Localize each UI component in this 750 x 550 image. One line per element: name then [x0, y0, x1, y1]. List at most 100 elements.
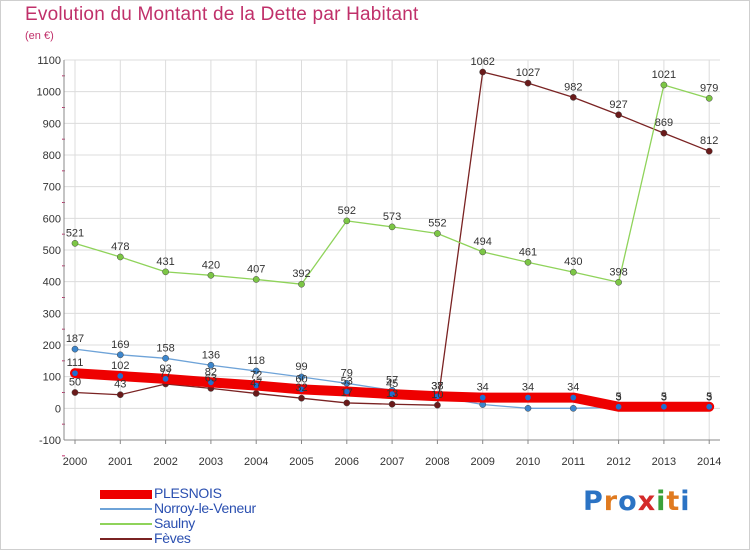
data-label: 53	[341, 376, 353, 388]
data-label: 979	[700, 82, 718, 94]
y-tick-label: 100	[43, 372, 61, 384]
y-tick-label: 900	[43, 118, 61, 130]
legend-item: Fèves	[100, 530, 400, 546]
data-point	[206, 378, 216, 387]
data-point	[116, 351, 124, 359]
data-label: 118	[247, 355, 265, 367]
data-label: 57	[386, 374, 398, 386]
data-point	[523, 393, 533, 402]
data-point	[569, 268, 577, 276]
data-point	[614, 402, 623, 412]
data-point	[479, 68, 487, 76]
data-point	[71, 389, 79, 396]
x-tick-label: 2005	[289, 456, 313, 468]
data-point	[478, 393, 488, 402]
data-label: 869	[655, 117, 673, 129]
data-label: 552	[428, 218, 446, 230]
x-tick-label: 2004	[244, 456, 268, 468]
data-label: 34	[567, 382, 579, 394]
data-label: 34	[477, 382, 489, 394]
data-label: 43	[114, 379, 126, 391]
data-label: 136	[202, 349, 220, 361]
data-label: 111	[67, 357, 84, 369]
data-point	[70, 368, 80, 378]
data-label: 392	[292, 268, 310, 280]
x-tick-label: 2010	[516, 456, 540, 468]
data-label: 407	[247, 263, 265, 275]
data-point	[434, 230, 441, 237]
data-label: 3	[661, 391, 667, 403]
data-point	[71, 240, 79, 247]
y-tick-label: 800	[43, 150, 61, 162]
data-point	[569, 94, 577, 101]
x-tick-label: 2012	[606, 456, 630, 468]
data-label: 50	[69, 377, 81, 389]
data-label: 34	[522, 382, 534, 394]
data-label: 1021	[652, 69, 676, 81]
data-label: 478	[111, 241, 129, 253]
data-label: 47	[250, 377, 262, 389]
legend-label: Norroy-le-Veneur	[154, 500, 256, 516]
legend-item: PLESNOIS	[100, 485, 400, 501]
data-point	[252, 367, 260, 375]
data-point	[704, 402, 714, 412]
x-tick-label: 2001	[108, 456, 132, 468]
legend-item: Saulny	[100, 515, 400, 531]
data-label: 573	[383, 211, 401, 223]
data-point	[568, 393, 578, 402]
data-label: 3	[706, 391, 712, 403]
legend-swatch	[100, 490, 152, 499]
data-point	[479, 248, 487, 256]
data-label: 5	[661, 391, 667, 403]
proxiti-logo: Proxiti	[583, 486, 691, 517]
x-tick-label: 2007	[380, 456, 404, 468]
x-tick-label: 2009	[470, 456, 494, 468]
data-point	[298, 373, 305, 381]
y-tick-label: 0	[55, 403, 61, 415]
data-label: 3	[616, 391, 622, 403]
x-tick-label: 2011	[561, 456, 585, 468]
legend-label: Fèves	[154, 530, 191, 546]
data-label: 93	[159, 363, 171, 375]
data-label: 812	[700, 135, 718, 147]
data-label: 77	[159, 368, 171, 380]
data-label: 398	[609, 266, 627, 278]
data-point	[705, 94, 713, 102]
data-label: 13	[386, 388, 398, 400]
data-label: 79	[341, 367, 353, 379]
data-point	[297, 384, 306, 394]
x-tick-label: 2014	[697, 456, 721, 468]
x-tick-label: 2006	[335, 456, 359, 468]
data-point	[343, 399, 351, 407]
data-point	[705, 147, 713, 155]
chart-legend: PLESNOIS Norroy-le-Veneur Saulny Fèves	[100, 485, 400, 546]
data-point	[343, 217, 351, 225]
data-label: 982	[564, 81, 582, 93]
data-label: 10	[431, 389, 443, 401]
y-tick-label: 500	[43, 245, 61, 257]
data-point	[434, 401, 441, 409]
data-point	[115, 371, 125, 381]
data-label: 102	[111, 360, 129, 372]
data-point	[615, 278, 622, 286]
x-tick-label: 2003	[199, 456, 223, 468]
data-point	[251, 381, 261, 390]
y-tick-label: 200	[43, 340, 61, 352]
y-tick-label: 1100	[37, 55, 61, 67]
data-label: 461	[519, 246, 537, 258]
data-point	[207, 361, 215, 369]
x-tick-label: 2013	[652, 456, 676, 468]
data-label: 169	[111, 339, 129, 351]
data-label: 60	[295, 373, 307, 385]
data-point	[569, 404, 577, 412]
data-label: 430	[564, 256, 582, 268]
legend-swatch	[100, 508, 152, 510]
data-label: 72	[250, 370, 262, 382]
data-label: 5	[706, 391, 712, 403]
data-label: 63	[205, 372, 217, 384]
data-point	[343, 379, 351, 387]
data-point	[298, 394, 305, 402]
data-point	[71, 345, 79, 353]
data-point	[660, 81, 668, 89]
data-point	[615, 111, 622, 119]
